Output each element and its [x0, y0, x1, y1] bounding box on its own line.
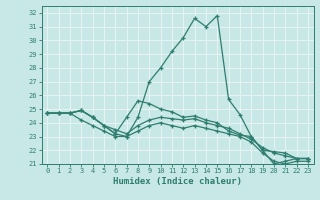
X-axis label: Humidex (Indice chaleur): Humidex (Indice chaleur) — [113, 177, 242, 186]
